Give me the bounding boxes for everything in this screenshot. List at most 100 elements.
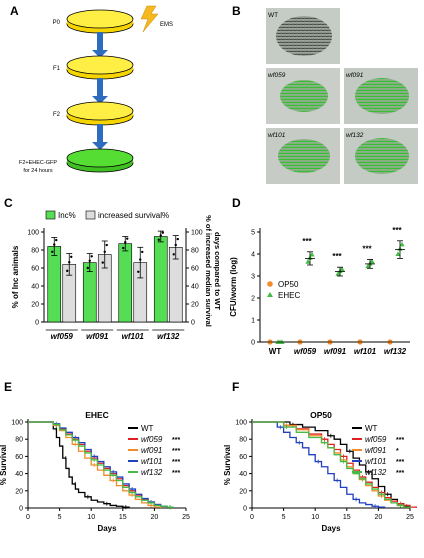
x-tick-label: 20 [375,514,383,521]
micrograph-label: wf091 [346,72,364,79]
legend-label: increased survival% [98,211,169,220]
dish-f1 [66,55,134,80]
x-tick-label: 20 [151,514,159,521]
y-tick-label: 0 [19,506,23,513]
bar [47,246,62,323]
data-point [126,237,129,240]
data-point [141,250,144,254]
step-label-ehec: F2+EHEC-GFP [19,160,57,166]
panel-c-letter: C [4,196,13,210]
survival-curve [28,421,130,508]
category-label: wf091 [86,332,109,341]
data-point-ehec [369,258,375,264]
panel-b-images: WT wf059 wf091 wf101 wf132 [266,8,418,184]
arrow-down-icon [92,78,108,104]
x-axis-label: Days [97,524,117,533]
legend-label: WT [365,424,378,433]
data-point [88,259,91,262]
micrograph-wf101: wf101 [266,128,340,184]
data-point-ehec [395,251,401,256]
micrograph-label: wf059 [268,72,286,79]
data-point [53,243,56,246]
data-point [103,250,106,253]
data-point [122,246,125,250]
y-tick-label: 3 [251,274,255,281]
y-axis-label: CFU/worm (log) [229,257,238,317]
panel-b-letter: B [232,4,241,18]
step-label-hours: for 24 hours [23,168,53,174]
legend-label: wf091 [141,446,162,455]
dish-ehec-gfp [66,148,134,173]
chart-e: 0 20 40 60 80 100 0 5 10 15 20 25 Days % Survival EHEC… [0,410,190,533]
y-tick-label: 60 [239,454,247,461]
micrograph-wf091: wf091 [344,68,418,124]
legend-swatch [45,210,56,220]
legend-significance: *** [396,470,404,477]
survival-curve [252,421,386,508]
y-tick-label: 20 [31,302,39,309]
x-tick-label: 15 [343,514,351,521]
legend-significance: *** [172,470,180,477]
survival-curve [252,421,411,508]
y-tick-label: 80 [15,437,23,444]
chart-c: 0 0 20 20 40 40 60 60 80 80 100 100 % of Inc animals… [11,210,222,341]
bar [118,243,133,323]
data-point [161,231,164,234]
step-label-f2: F2 [53,112,61,118]
data-point [176,237,179,241]
y-tick-label: 80 [31,248,39,255]
y-tick-label-right: 0 [191,320,195,327]
significance-label: *** [332,252,342,261]
legend-significance: *** [172,437,180,444]
category-label: wf059 [294,347,317,356]
x-tick-label: 25 [406,514,414,521]
significance-label: *** [392,226,402,235]
category-label: wf059 [51,332,74,341]
legend-label: wf091 [365,446,386,455]
lightning-icon [140,5,159,33]
legend-label: WT [141,424,154,433]
category-label: wf132 [157,332,180,341]
y-tick-label: 0 [243,506,247,513]
arrow-down-icon [92,32,108,58]
arrow-down-icon [92,124,108,150]
micrograph-wf132: wf132 [344,128,418,184]
y-axis-label: % Survival [0,445,8,485]
y-tick-label: 2 [251,296,255,303]
bar [153,236,168,323]
dish-f2 [66,101,134,126]
y-axis-label: % Survival [223,445,232,485]
y-tick-label: 60 [15,454,23,461]
x-tick-label: 0 [26,514,30,521]
data-point [137,270,140,273]
y-tick-label: 100 [235,420,247,427]
data-point-ehec [399,241,405,247]
data-point-ehec [339,266,345,271]
category-label: wf101 [122,332,145,341]
chart-title: EHEC [85,410,109,420]
step-label-p0: P0 [53,20,61,26]
y-tick-label: 100 [11,420,23,427]
panel-a-diagram: P0 EMS F1 F2 F2+EHEC-GFP for 24 hours [19,5,173,174]
y-tick-label: 5 [251,230,255,237]
significance-label: *** [302,237,312,246]
y-tick-label: 0 [251,340,255,347]
dish-p0 [66,9,134,34]
data-point [157,238,160,241]
legend-label: OP50 [278,280,299,289]
data-point-ehec [365,263,371,269]
significance-label: *** [362,245,372,254]
micrograph-label: wf101 [268,132,286,139]
category-label: wf091 [324,347,347,356]
legend-significance: *** [172,459,180,466]
legend-label: Inc% [58,211,76,220]
micrograph-wt: WT [266,8,340,64]
data-point-ehec [309,251,315,257]
legend-marker [267,281,273,287]
data-point [174,243,177,247]
survival-curve [28,421,175,508]
data-point [86,266,89,270]
y-tick-label: 1 [251,318,255,325]
legend-label: wf132 [141,468,163,477]
y-tick-label: 80 [239,437,247,444]
